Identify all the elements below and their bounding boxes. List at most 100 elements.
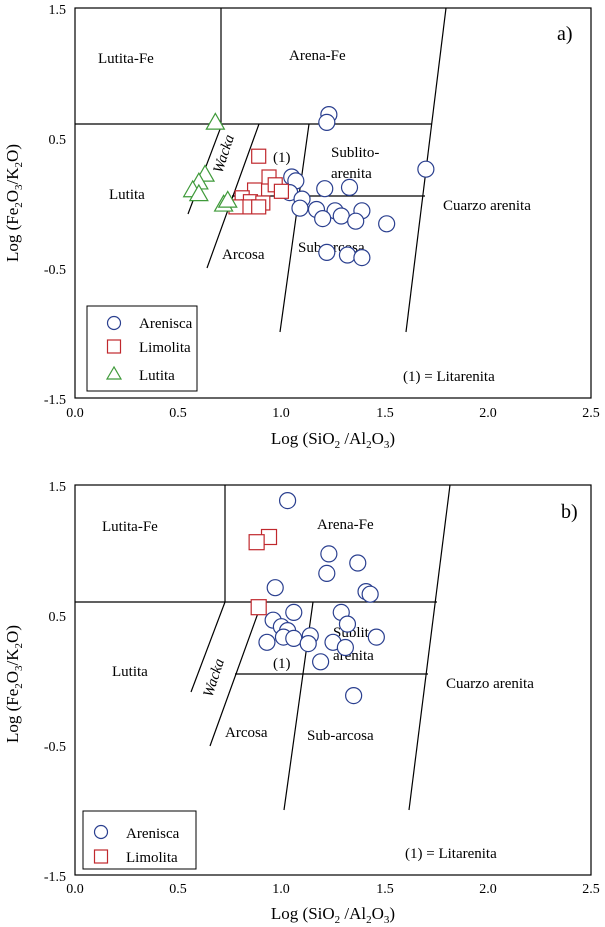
data-point-arenisca xyxy=(378,215,396,233)
chart-panel-b: Lutita-Fe Arena-Fe Lutita Wacka Sublito-… xyxy=(3,480,600,926)
x-tick-label: 2.0 xyxy=(479,882,497,897)
field-label-arcosa: Arcosa xyxy=(225,725,268,741)
x-tick-label: 1.5 xyxy=(376,406,394,421)
data-point-limolita xyxy=(251,199,267,215)
field-label-lutita: Lutita xyxy=(109,187,145,203)
field-label-sublitoarenita-2: arenita xyxy=(331,166,372,182)
legend-label-lutita: Lutita xyxy=(139,368,175,384)
x-tick-label: 2.5 xyxy=(582,406,600,421)
boundary-line xyxy=(408,484,451,811)
data-point-arenisca xyxy=(347,212,365,230)
plot-frame xyxy=(74,7,592,399)
field-labels: Lutita-Fe Arena-Fe Lutita Wacka Sublito-… xyxy=(98,48,531,263)
y-axis-label: Log (Fe2O3/K2O) xyxy=(3,625,25,743)
legend-triangle-icon xyxy=(105,365,123,380)
field-label-wacka: Wacka xyxy=(201,657,228,699)
x-tick-label: 0.0 xyxy=(66,406,84,421)
data-point-arenisca xyxy=(367,628,385,646)
data-point-arenisca xyxy=(353,249,371,267)
data-point-arenisca xyxy=(299,634,317,653)
litarenita-note: (1) = Litarenita xyxy=(405,846,497,862)
x-tick-label: 0.5 xyxy=(169,406,187,421)
field-label-lutita-fe: Lutita-Fe xyxy=(98,51,154,67)
data-point-lutita xyxy=(205,112,226,130)
data-point-arenisca xyxy=(338,246,357,264)
data-point-arenisca xyxy=(258,633,276,651)
data-point-arenisca xyxy=(332,207,350,225)
litarenita-note: (1) = Litarenita xyxy=(403,369,495,385)
data-point-arenisca xyxy=(345,686,363,705)
field-label-cuarzo-arenita: Cuarzo arenita xyxy=(443,198,531,214)
panel-label: a) xyxy=(557,23,573,45)
x-axis-label: Log (SiO2 /Al2O3) xyxy=(271,429,395,451)
legend-box xyxy=(86,305,198,392)
field-label-lutita-fe: Lutita-Fe xyxy=(102,519,158,535)
legend-label-limolita: Limolita xyxy=(139,340,191,356)
x-axis: 0.0 0.5 1.0 1.5 2.0 2.5 Log (SiO2 /Al2O3… xyxy=(66,406,600,451)
field-label-wacka: Wacka xyxy=(211,133,238,175)
data-point-limolita xyxy=(251,148,267,164)
data-point-arenisca xyxy=(336,638,354,657)
y-tick-label: -0.5 xyxy=(44,740,66,755)
y-tick-label: -1.5 xyxy=(44,870,66,885)
x-axis: 0.0 0.5 1.0 1.5 2.0 2.5 Log (SiO2 /Al2O3… xyxy=(66,882,600,926)
data-point-arenisca xyxy=(318,113,336,132)
legend-circle-icon xyxy=(106,315,122,331)
chart-panel-a: Lutita-Fe Arena-Fe Lutita Wacka Sublito-… xyxy=(3,3,600,451)
legend: Arenisca Limolita xyxy=(82,810,197,870)
data-point-arenisca xyxy=(361,585,379,603)
legend-box xyxy=(82,810,197,870)
x-tick-label: 0.0 xyxy=(66,882,84,897)
field-label-arena-fe: Arena-Fe xyxy=(317,517,374,533)
data-point-arenisca xyxy=(314,210,332,228)
data-point-arenisca xyxy=(318,564,336,583)
y-axis-label: Log (Fe2O3/K2O) xyxy=(3,144,25,262)
x-tick-label: 2.5 xyxy=(582,882,600,897)
x-tick-label: 1.0 xyxy=(272,406,290,421)
data-point-lutita xyxy=(217,190,238,208)
y-axis: 1.5 0.5 -0.5 -1.5 Log (Fe2O3/K2O) xyxy=(3,3,66,408)
panel-label: b) xyxy=(561,501,578,523)
y-tick-label: 0.5 xyxy=(49,133,67,148)
legend-label-arenisca: Arenisca xyxy=(126,826,180,842)
field-label-cuarzo-arenita: Cuarzo arenita xyxy=(446,676,534,692)
y-tick-label: -0.5 xyxy=(44,263,66,278)
legend-label-limolita: Limolita xyxy=(126,850,178,866)
field-label-litarenita-marker: (1) xyxy=(273,656,291,672)
legend-circle-icon xyxy=(93,824,109,840)
data-point-arenisca xyxy=(291,199,309,217)
field-label-lutita: Lutita xyxy=(112,664,148,680)
data-point-arenisca xyxy=(266,579,284,597)
data-point-arenisca xyxy=(285,603,303,622)
x-tick-label: 1.0 xyxy=(272,882,290,897)
data-point-arenisca xyxy=(278,492,297,510)
legend-square-icon xyxy=(106,339,122,354)
y-tick-label: 0.5 xyxy=(49,610,67,625)
legend: Arenisca Limolita Lutita xyxy=(86,305,198,392)
data-point-arenisca xyxy=(320,545,338,563)
field-label-sublitoarenita-1: Sublito- xyxy=(331,145,379,161)
x-tick-label: 1.5 xyxy=(376,882,394,897)
field-label-litarenita-marker: (1) xyxy=(273,150,291,166)
data-point-arenisca xyxy=(338,615,357,633)
data-point-arenisca xyxy=(312,653,330,671)
y-tick-label: 1.5 xyxy=(49,3,67,18)
plot-frame xyxy=(74,484,592,876)
field-labels: Lutita-Fe Arena-Fe Lutita Wacka Sublito-… xyxy=(102,517,534,744)
data-point-limolita xyxy=(273,183,289,199)
y-axis: 1.5 0.5 -0.5 -1.5 Log (Fe2O3/K2O) xyxy=(3,480,66,885)
data-markers xyxy=(248,492,385,705)
x-tick-label: 0.5 xyxy=(169,882,187,897)
y-tick-label: 1.5 xyxy=(49,480,67,495)
x-tick-label: 2.0 xyxy=(479,406,497,421)
field-label-arcosa: Arcosa xyxy=(222,247,265,263)
data-point-limolita xyxy=(248,534,265,551)
boundary-line xyxy=(279,123,310,333)
field-label-arena-fe: Arena-Fe xyxy=(289,48,346,64)
x-axis-label: Log (SiO2 /Al2O3) xyxy=(271,904,395,926)
classification-field-lines xyxy=(75,7,447,333)
boundary-line xyxy=(190,601,226,693)
legend-label-arenisca: Arenisca xyxy=(139,316,193,332)
y-tick-label: -1.5 xyxy=(44,393,66,408)
